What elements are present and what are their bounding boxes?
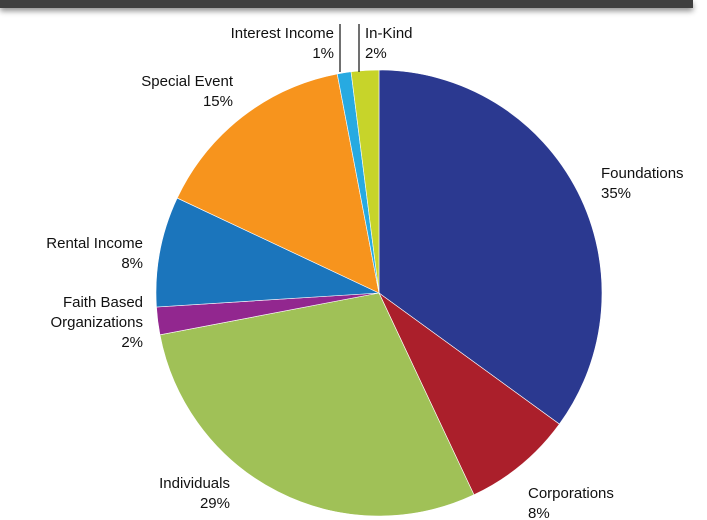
leader-lines <box>339 24 360 72</box>
slice-label-faith-based-organizations: Faith Based Organizations 2% <box>50 294 143 351</box>
slice-value-label: 1% <box>312 45 334 62</box>
top-bar <box>0 0 693 8</box>
pie-slice-special-event <box>176 73 380 294</box>
pie-slice-foundations <box>378 69 603 425</box>
slice-category-label: Foundations <box>601 165 684 182</box>
slice-value-label: 15% <box>203 93 233 110</box>
pie-slice-in-kind <box>350 69 380 294</box>
slice-label-special-event: Special Event 15% <box>141 73 234 110</box>
slice-value-label: 8% <box>121 255 143 272</box>
pie-slices <box>155 69 603 517</box>
slice-value-label: 29% <box>200 495 230 512</box>
slice-category-label: Faith Based <box>63 294 143 311</box>
slice-label-foundations: Foundations 35% <box>601 165 684 202</box>
slice-label-in-kind: In-Kind 2% <box>365 25 413 62</box>
slice-value-label: 35% <box>601 185 631 202</box>
slice-category-label: In-Kind <box>365 25 413 42</box>
slice-value-label: 2% <box>121 334 143 351</box>
slice-value-label: 8% <box>528 505 550 520</box>
slice-category-label: Organizations <box>50 314 143 331</box>
slice-category-label: Special Event <box>141 73 234 90</box>
slice-label-rental-income: Rental Income 8% <box>46 235 143 272</box>
pie-slice-individuals <box>159 292 475 517</box>
slice-labels: Foundations 35% Corporations 8% Individuals 2… <box>46 25 683 520</box>
slice-category-label: Interest Income <box>231 25 334 42</box>
pie-slice-rental-income <box>155 197 380 308</box>
slice-value-label: 2% <box>365 45 387 62</box>
slice-category-label: Individuals <box>159 475 230 492</box>
slice-label-individuals: Individuals 29% <box>159 475 230 512</box>
slice-category-label: Corporations <box>528 485 614 502</box>
slice-category-label: Rental Income <box>46 235 143 252</box>
slice-label-interest-income: Interest Income 1% <box>231 25 334 62</box>
slice-label-corporations: Corporations 8% <box>528 485 614 520</box>
pie-slice-corporations <box>378 292 560 496</box>
